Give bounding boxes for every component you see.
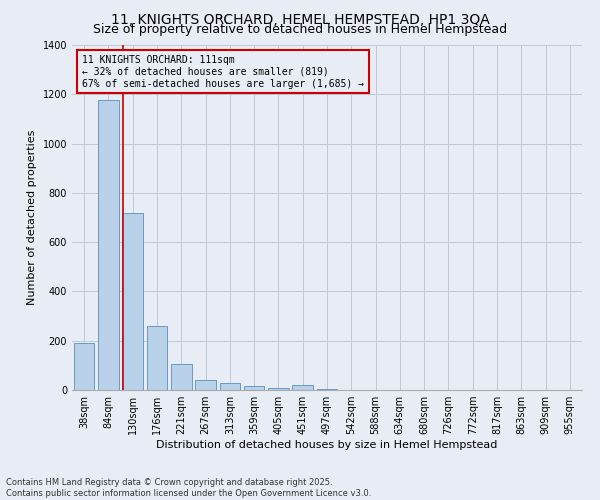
Bar <box>195 380 216 390</box>
X-axis label: Distribution of detached houses by size in Hemel Hempstead: Distribution of detached houses by size … <box>157 440 497 450</box>
Bar <box>146 326 167 390</box>
Bar <box>220 382 240 390</box>
Text: 11, KNIGHTS ORCHARD, HEMEL HEMPSTEAD, HP1 3QA: 11, KNIGHTS ORCHARD, HEMEL HEMPSTEAD, HP… <box>110 12 490 26</box>
Bar <box>268 388 289 390</box>
Bar <box>292 385 313 390</box>
Bar <box>74 343 94 390</box>
Bar <box>98 100 119 390</box>
Y-axis label: Number of detached properties: Number of detached properties <box>27 130 37 305</box>
Text: 11 KNIGHTS ORCHARD: 111sqm
← 32% of detached houses are smaller (819)
67% of sem: 11 KNIGHTS ORCHARD: 111sqm ← 32% of deta… <box>82 56 364 88</box>
Bar <box>244 386 265 390</box>
Bar <box>317 389 337 390</box>
Text: Size of property relative to detached houses in Hemel Hempstead: Size of property relative to detached ho… <box>93 22 507 36</box>
Bar <box>171 364 191 390</box>
Bar <box>122 212 143 390</box>
Text: Contains HM Land Registry data © Crown copyright and database right 2025.
Contai: Contains HM Land Registry data © Crown c… <box>6 478 371 498</box>
